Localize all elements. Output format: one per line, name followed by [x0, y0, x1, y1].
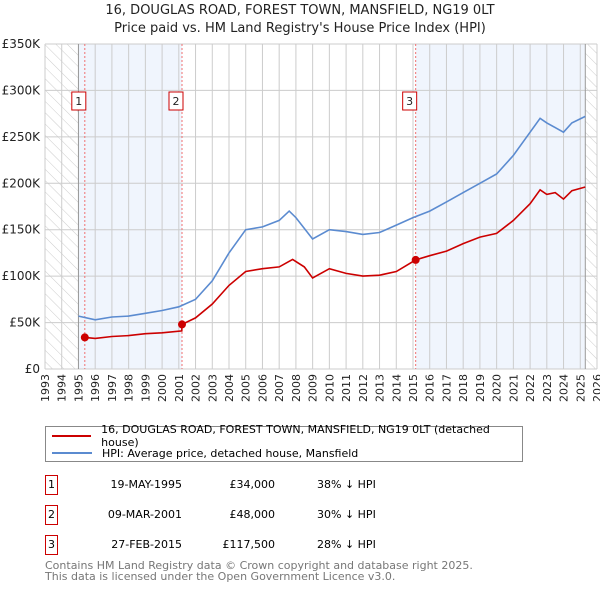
sale-price: £34,000: [229, 478, 276, 491]
sale-date: 09-MAR-2001: [107, 508, 182, 521]
chart-subtitle: Price paid vs. HM Land Registry's House …: [114, 21, 486, 36]
sale-point: [80, 333, 89, 342]
x-tick-label: 2024: [558, 374, 571, 402]
y-tick-label: £200K: [2, 176, 42, 190]
sale-label: 2: [172, 95, 179, 108]
footer-licence: This data is licensed under the Open Gov…: [45, 570, 396, 583]
chart-title: 16, DOUGLAS ROAD, FOREST TOWN, MANSFIELD…: [105, 3, 495, 18]
sale-price: £117,500: [222, 538, 276, 551]
x-tick-label: 2022: [524, 374, 537, 402]
hpi-delta: 28% ↓ HPI: [317, 538, 376, 551]
x-tick-label: 2010: [323, 374, 336, 402]
price-chart: 1993 1994 1995 1996 1997 1998 1999 2000 2001 2002…: [2, 37, 600, 402]
y-tick-label: £300K: [2, 83, 42, 97]
sale-point: [177, 320, 186, 329]
x-tick-label: 2020: [491, 374, 504, 402]
x-tick-label: 2003: [206, 374, 219, 402]
legend-label: HPI: Average price, detached house, Mans…: [102, 446, 359, 460]
hpi-delta: 38% ↓ HPI: [317, 478, 376, 491]
x-tick-label: 2017: [440, 374, 453, 402]
legend: 16, DOUGLAS ROAD, FOREST TOWN, MANSFIELD…: [45, 423, 523, 462]
legend-item-hpi: HPI: Average price, detached house, Mans…: [52, 445, 358, 461]
y-tick-label: £350K: [2, 37, 42, 51]
sale-point: [411, 255, 420, 264]
x-tick-label: 2009: [307, 374, 320, 402]
hpi-line: [78, 115, 586, 321]
sale-label: 1: [75, 95, 82, 108]
x-tick-label: 1999: [139, 374, 152, 402]
transaction-row: 1 19-MAY-1995 £34,000 38% ↓ HPI: [45, 475, 445, 495]
footer-copyright: Contains HM Land Registry data © Crown c…: [45, 559, 473, 572]
sale-price: £48,000: [229, 508, 276, 521]
x-tick-label: 2011: [340, 374, 353, 402]
sale-label-box: [71, 91, 87, 111]
sale-date: 27-FEB-2015: [111, 538, 182, 551]
legend-label: 16, DOUGLAS ROAD, FOREST TOWN, MANSFIELD…: [101, 423, 490, 449]
no-data-region: [585, 44, 597, 369]
x-tick-label: 2026: [591, 374, 600, 402]
sale-badge: 1: [45, 475, 58, 495]
x-tick-label: 1994: [56, 374, 69, 402]
hpi-delta: 30% ↓ HPI: [317, 508, 376, 521]
x-tick-label: 1996: [89, 374, 102, 402]
x-tick-label: 2025: [574, 374, 587, 402]
x-tick-label: 1998: [123, 374, 136, 402]
transaction-row: 2 09-MAR-2001 £48,000 30% ↓ HPI: [45, 505, 445, 525]
x-tick-label: 2018: [457, 374, 470, 402]
transaction-row: 3 27-FEB-2015 £117,500 28% ↓ HPI: [45, 535, 445, 555]
x-tick-label: 2023: [541, 374, 554, 402]
x-tick-label: 2019: [474, 374, 487, 402]
x-tick-label: 2000: [156, 374, 169, 402]
sale-date: 19-MAY-1995: [110, 478, 182, 491]
red-line-swatch: [52, 435, 92, 437]
y-tick-label: £150K: [2, 223, 42, 237]
shaded-band: [78, 44, 182, 369]
x-tick-label: 1997: [106, 374, 119, 402]
x-tick-label: 2004: [223, 374, 236, 402]
sale-badge: 2: [45, 505, 58, 525]
property-price-line: [84, 186, 586, 340]
x-tick-label: 2015: [407, 374, 420, 402]
x-tick-label: 1995: [72, 374, 85, 402]
x-tick-label: 2002: [190, 374, 203, 402]
x-tick-label: 2013: [374, 374, 387, 402]
blue-line-swatch: [52, 452, 92, 454]
sale-label-box: [402, 91, 418, 111]
x-tick-label: 2005: [240, 374, 253, 402]
y-tick-label: £250K: [2, 130, 42, 144]
x-tick-label: 2012: [357, 374, 370, 402]
shaded-band: [415, 44, 586, 369]
x-tick-label: 2007: [273, 374, 286, 402]
y-tick-label: £100K: [2, 269, 42, 283]
x-tick-label: 2014: [390, 374, 403, 402]
sale-badge: 3: [45, 535, 58, 555]
x-tick-label: 2008: [290, 374, 303, 402]
x-tick-label: 2016: [424, 374, 437, 402]
y-tick-label: £0: [25, 362, 40, 376]
x-tick-label: 1993: [39, 374, 52, 402]
y-tick-label: £50K: [9, 316, 41, 330]
legend-item-property: 16, DOUGLAS ROAD, FOREST TOWN, MANSFIELD…: [52, 423, 522, 449]
x-tick-label: 2021: [507, 374, 520, 402]
sale-label-box: [168, 91, 184, 111]
x-tick-label: 2001: [173, 374, 186, 402]
sale-label: 3: [406, 95, 413, 108]
x-tick-label: 2006: [256, 374, 269, 402]
